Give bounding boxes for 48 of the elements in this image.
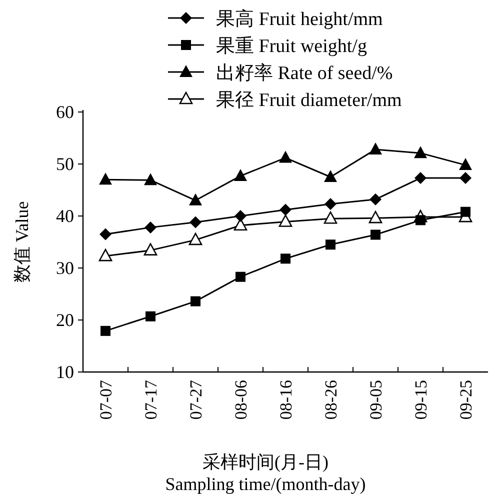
- legend-label: 果径 Fruit diameter/mm: [216, 90, 402, 111]
- legend-label: 出籽率 Rate of seed/%: [216, 62, 393, 84]
- x-tick-label: 08-16: [276, 380, 296, 420]
- point: [414, 172, 426, 184]
- point: [98, 248, 112, 262]
- point: [100, 326, 110, 336]
- point: [369, 142, 382, 154]
- point: [460, 172, 472, 184]
- point: [144, 173, 157, 186]
- point: [280, 254, 290, 264]
- point: [190, 216, 202, 228]
- point: [100, 228, 112, 240]
- x-tick-label: 09-25: [456, 380, 476, 420]
- point: [234, 210, 246, 222]
- point: [236, 272, 246, 282]
- point: [144, 243, 158, 256]
- point: [146, 311, 156, 322]
- point: [460, 206, 470, 217]
- point: [324, 170, 337, 182]
- legend-label: 果高 Fruit height/mm: [216, 8, 383, 30]
- x-tick-label: 09-05: [366, 380, 386, 420]
- x-tick-label: 07-07: [96, 380, 116, 420]
- point: [190, 296, 200, 306]
- x-tick-label: 09-15: [412, 380, 430, 420]
- point: [324, 198, 336, 210]
- x-tick-label: 07-17: [142, 380, 160, 420]
- point: [144, 221, 156, 234]
- point: [278, 214, 292, 227]
- point: [188, 232, 202, 246]
- legend-label: 果重 Fruit weight/g: [216, 36, 368, 57]
- point: [189, 193, 202, 206]
- point: [324, 211, 338, 224]
- y-axis-title: 数值 Value: [12, 201, 32, 283]
- point: [370, 230, 380, 240]
- point: [459, 158, 472, 170]
- point: [370, 193, 382, 206]
- x-tick-label: 08-26: [322, 380, 340, 420]
- x-tick-label: 07-27: [186, 380, 206, 420]
- point: [414, 146, 427, 158]
- point: [280, 204, 292, 216]
- x-axis-title: 采样时间(月-日) Sampling time/(month-day): [165, 452, 366, 494]
- point: [234, 218, 248, 231]
- point: [326, 240, 336, 250]
- point: [368, 210, 382, 224]
- point: [279, 150, 292, 163]
- point: [99, 172, 112, 185]
- point: [234, 168, 247, 181]
- x-tick-label: 08-06: [232, 380, 250, 420]
